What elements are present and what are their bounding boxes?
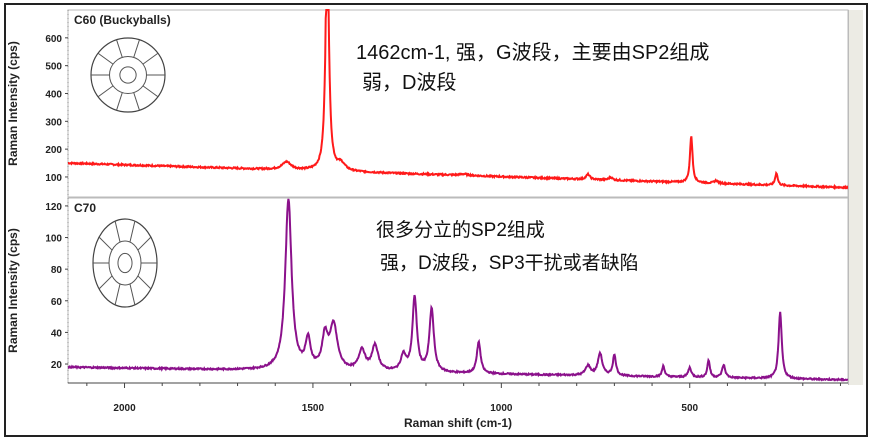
y-axis-label: Raman Intensity (cps): [6, 41, 20, 166]
c70-molecule-icon-bond: [137, 275, 152, 290]
y-tick-label: 500: [45, 62, 62, 73]
y-tick-label: 400: [45, 89, 62, 100]
c70-molecule-icon-bond: [114, 283, 121, 305]
x-tick-label: 1000: [490, 403, 513, 414]
c60-molecule-icon-bond: [142, 52, 159, 65]
y-tick-label: 80: [51, 265, 63, 276]
spectrum-line-0: [67, 9, 849, 191]
c60-molecule-icon-bond: [116, 39, 123, 58]
y-tick-label: 300: [45, 117, 62, 128]
y-tick-label: 600: [45, 34, 62, 45]
annotation-c60-line2: 弱，D波段: [362, 72, 457, 94]
y-axis-label: Raman Intensity (cps): [6, 228, 20, 353]
c70-molecule-icon-core: [117, 252, 133, 274]
y-tick-label: 20: [51, 360, 63, 371]
annotation-c60-line1: 1462cm-1, 强，G波段，主要由SP2组成: [356, 42, 710, 64]
c60-molecule-icon-bond: [97, 85, 114, 98]
c60-molecule-icon-core: [119, 66, 137, 84]
c60-molecule-icon-ring: [109, 56, 147, 94]
c70-molecule-icon-bond: [114, 221, 121, 243]
x-axis-label: Raman shift (cm-1): [404, 416, 512, 430]
y-tick-label: 100: [45, 173, 62, 184]
annotation-c70-line1: 很多分立的SP2组成: [376, 220, 545, 241]
y-tick-label: 60: [51, 297, 63, 308]
panel-title: C60 (Buckyballs): [74, 13, 171, 27]
c70-molecule-icon-bond: [137, 236, 152, 251]
annotation-c70-line2: 强，D波段，SP3干扰或者缺陷: [380, 253, 639, 274]
spectrum-line-1: [67, 198, 849, 382]
scrollbar[interactable]: [848, 10, 863, 385]
c70-molecule-icon-ring: [108, 240, 142, 286]
c70-molecule-icon-bond: [98, 236, 113, 251]
c70-molecule-icon-bond: [129, 221, 136, 243]
y-tick-label: 100: [45, 234, 62, 245]
c60-molecule-icon-bond: [133, 39, 140, 58]
c70-molecule-icon-bond: [129, 283, 136, 305]
c60-molecule-icon-bond: [97, 52, 114, 65]
panel-title: C70: [74, 201, 96, 215]
y-tick-label: 40: [51, 328, 63, 339]
c60-molecule-icon-bond: [133, 92, 140, 111]
c60-molecule-icon-bond: [142, 85, 159, 98]
x-tick-label: 1500: [302, 403, 325, 414]
plot-area-1: [67, 197, 849, 384]
c70-molecule-icon-bond: [98, 275, 113, 290]
x-tick-label: 500: [681, 403, 698, 414]
x-tick-label: 2000: [113, 403, 136, 414]
c60-molecule-icon-bond: [116, 92, 123, 111]
y-tick-label: 200: [45, 145, 62, 156]
y-tick-label: 120: [45, 202, 62, 213]
